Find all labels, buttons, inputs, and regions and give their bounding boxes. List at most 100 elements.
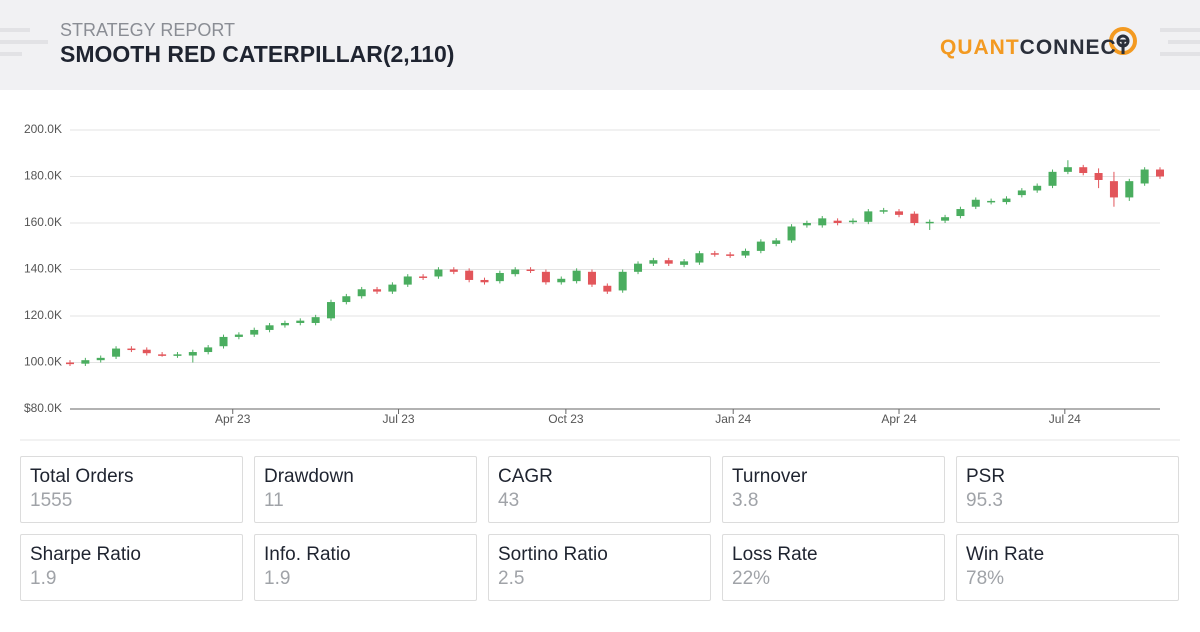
candle-body (219, 336, 228, 347)
stat-label: CAGR (498, 466, 553, 487)
candle-body (511, 269, 520, 275)
stat-label: PSR (966, 466, 1006, 487)
x-tick-label: Jul 23 (383, 412, 415, 426)
stat-value: 11 (264, 490, 284, 511)
candle-body (1017, 190, 1026, 196)
x-tick-label: Jul 24 (1049, 412, 1081, 426)
y-tick-label: 120.0K (24, 308, 62, 322)
candle-body (449, 269, 458, 272)
candle-body (388, 284, 397, 292)
report-title: SMOOTH RED CATERPILLAR(2,110) (60, 41, 455, 67)
candle-body (864, 211, 873, 222)
stat-label: Sharpe Ratio (30, 544, 141, 565)
candle-body (142, 349, 151, 354)
candle-body (833, 220, 842, 223)
stat-label: Sortino Ratio (498, 544, 608, 565)
y-tick-label: $80.0K (24, 401, 62, 415)
candle-body (680, 261, 689, 265)
stat-card: PSR 95.3 (956, 456, 1179, 523)
x-tick-label: Jan 24 (715, 412, 751, 426)
candle-body (802, 223, 811, 226)
candle-body (541, 271, 550, 283)
candle-body (81, 360, 90, 364)
stat-value: 43 (498, 490, 520, 511)
stat-value: 1555 (30, 490, 73, 511)
report-subtitle: STRATEGY REPORT (60, 20, 236, 40)
candle-body (925, 221, 934, 224)
stats-grid: Total Orders 1555 Drawdown 11 CAGR 43 Turnover… (20, 456, 1180, 601)
candle-body (265, 325, 274, 330)
candle-body (465, 270, 474, 280)
candle-body (587, 271, 596, 285)
y-tick-label: 200.0K (24, 122, 62, 136)
stat-value: 1.9 (264, 568, 291, 589)
chart: $80.0K 100.0K 120.0K 140.0K 160.0K 180.0K 200.… (20, 122, 1180, 441)
candle-body (710, 253, 719, 255)
candle-body (818, 218, 827, 226)
stat-card: Sortino Ratio 2.5 (488, 534, 711, 601)
candle-body (1125, 181, 1134, 198)
stat-label: Drawdown (264, 466, 354, 487)
logo: QUANTCONNECT (940, 36, 1131, 60)
candle-body (127, 348, 136, 351)
stat-card: Win Rate 78% (956, 534, 1179, 601)
x-tick-label: Oct 23 (548, 412, 584, 426)
candle-body (480, 279, 489, 283)
candle-body (649, 260, 658, 264)
stat-label: Loss Rate (732, 544, 818, 565)
candle-body (1109, 181, 1118, 198)
candle-body (1140, 169, 1149, 184)
candle-body (618, 271, 627, 291)
candle-body (910, 213, 919, 223)
candle-body (204, 347, 213, 353)
y-tick-label: 160.0K (24, 215, 62, 229)
stat-card: Info. Ratio 1.9 (254, 534, 477, 601)
candle-body (357, 289, 366, 297)
stat-value: 22% (732, 568, 771, 589)
candle-body (848, 220, 857, 223)
candle-body (1002, 198, 1011, 203)
candle-body (1079, 167, 1088, 174)
candle-body (1094, 173, 1103, 180)
candle-body (373, 289, 382, 292)
y-tick-label: 100.0K (24, 355, 62, 369)
logo-part: CONNECT (1019, 36, 1131, 59)
candle-body (112, 348, 121, 357)
stat-card: Sharpe Ratio 1.9 (20, 534, 243, 601)
candle-body (879, 210, 888, 212)
candle-body (756, 241, 765, 251)
candle-body (311, 317, 320, 323)
stat-card: Drawdown 11 (254, 456, 477, 523)
stat-card: Total Orders 1555 (20, 456, 243, 523)
candle-body (495, 272, 504, 282)
candle-body (695, 253, 704, 263)
candle-body (342, 296, 351, 303)
candle-body (726, 254, 735, 256)
header: STRATEGY REPORT SMOOTH RED CATERPILLAR(2… (0, 0, 1200, 90)
stat-card: Loss Rate 22% (722, 534, 945, 601)
stat-value: 95.3 (966, 490, 1003, 511)
candle-body (250, 329, 259, 335)
candle-body (787, 226, 796, 241)
candle-body (326, 302, 335, 319)
candle-body (1033, 185, 1042, 191)
stat-label: Turnover (732, 466, 808, 487)
x-tick-label: Apr 24 (881, 412, 917, 426)
candle-body (572, 270, 581, 282)
stat-value: 2.5 (498, 568, 525, 589)
stat-value: 1.9 (30, 568, 57, 589)
candle-body (956, 209, 965, 217)
candle-body (434, 269, 443, 277)
candle-body (987, 200, 996, 203)
candle-body (664, 260, 673, 264)
candle-body (66, 362, 74, 365)
candle-body (971, 199, 980, 207)
stat-label: Win Rate (966, 544, 1045, 565)
candle-body (1156, 169, 1164, 177)
y-tick-label: 180.0K (24, 169, 62, 183)
candle-body (96, 357, 105, 361)
candle-body (526, 269, 535, 271)
candle-body (741, 250, 750, 256)
candle-body (634, 263, 643, 272)
